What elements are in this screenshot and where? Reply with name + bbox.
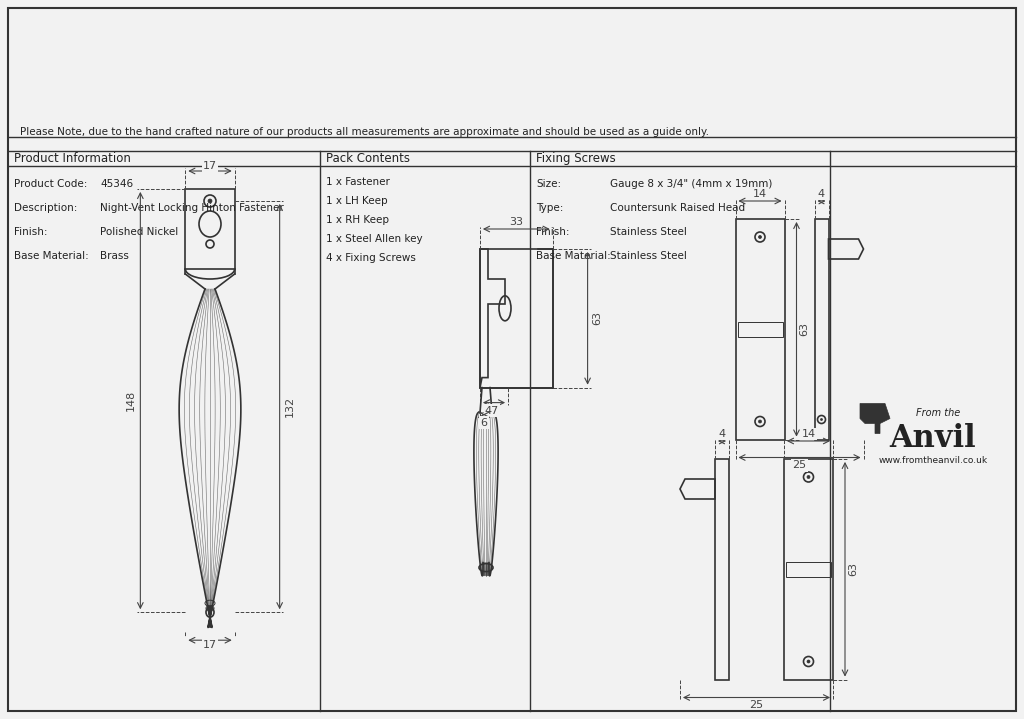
Circle shape: [820, 418, 822, 421]
Text: 63: 63: [593, 311, 602, 325]
Text: 1 x Steel Allen key: 1 x Steel Allen key: [326, 234, 423, 244]
Text: Pack Contents: Pack Contents: [326, 152, 410, 165]
Text: 1 x Fastener: 1 x Fastener: [326, 177, 390, 187]
Text: 25: 25: [793, 460, 807, 470]
Text: Polished Nickel: Polished Nickel: [100, 227, 178, 237]
Text: 132: 132: [285, 396, 295, 417]
Text: Product Information: Product Information: [14, 152, 131, 165]
Text: Type:: Type:: [536, 203, 563, 213]
Text: Countersunk Raised Head: Countersunk Raised Head: [610, 203, 745, 213]
Circle shape: [759, 236, 762, 239]
Text: Brass: Brass: [100, 251, 129, 261]
Circle shape: [807, 660, 810, 663]
Text: Anvil: Anvil: [890, 423, 976, 454]
Text: Night-Vent Locking Hinton Fastener: Night-Vent Locking Hinton Fastener: [100, 203, 284, 213]
Text: Finish:: Finish:: [14, 227, 47, 237]
Text: 4 x Fixing Screws: 4 x Fixing Screws: [326, 253, 416, 263]
Text: 45346: 45346: [100, 179, 133, 189]
Text: Gauge 8 x 3/4" (4mm x 19mm): Gauge 8 x 3/4" (4mm x 19mm): [610, 179, 772, 189]
Text: 148: 148: [125, 390, 135, 411]
Text: Stainless Steel: Stainless Steel: [610, 227, 687, 237]
Text: 4: 4: [818, 189, 825, 199]
Text: 6: 6: [480, 418, 487, 428]
Text: Stainless Steel: Stainless Steel: [610, 251, 687, 261]
Text: Size:: Size:: [536, 179, 561, 189]
Text: 33: 33: [509, 217, 523, 227]
Text: Finish:: Finish:: [536, 227, 569, 237]
Text: 63: 63: [800, 322, 810, 336]
Text: 1 x RH Keep: 1 x RH Keep: [326, 215, 389, 225]
Circle shape: [759, 420, 762, 423]
Text: Fixing Screws: Fixing Screws: [536, 152, 615, 165]
Text: 14: 14: [753, 189, 767, 199]
Text: Base Material:: Base Material:: [536, 251, 610, 261]
Circle shape: [208, 199, 212, 203]
Text: 1 x LH Keep: 1 x LH Keep: [326, 196, 388, 206]
Text: Product Code:: Product Code:: [14, 179, 87, 189]
Text: Description:: Description:: [14, 203, 78, 213]
Polygon shape: [860, 403, 890, 434]
Text: 17: 17: [203, 161, 217, 171]
Text: 14: 14: [802, 429, 815, 439]
Text: Base Material:: Base Material:: [14, 251, 89, 261]
Circle shape: [807, 475, 810, 479]
Text: www.fromtheanvil.co.uk: www.fromtheanvil.co.uk: [879, 456, 987, 465]
Text: Please Note, due to the hand crafted nature of our products all measurements are: Please Note, due to the hand crafted nat…: [20, 127, 709, 137]
Text: 63: 63: [848, 562, 858, 576]
Text: 25: 25: [750, 700, 764, 710]
Text: From the: From the: [915, 408, 961, 418]
Text: 47: 47: [485, 406, 499, 416]
Text: 17: 17: [203, 640, 217, 650]
Text: 4: 4: [719, 429, 726, 439]
